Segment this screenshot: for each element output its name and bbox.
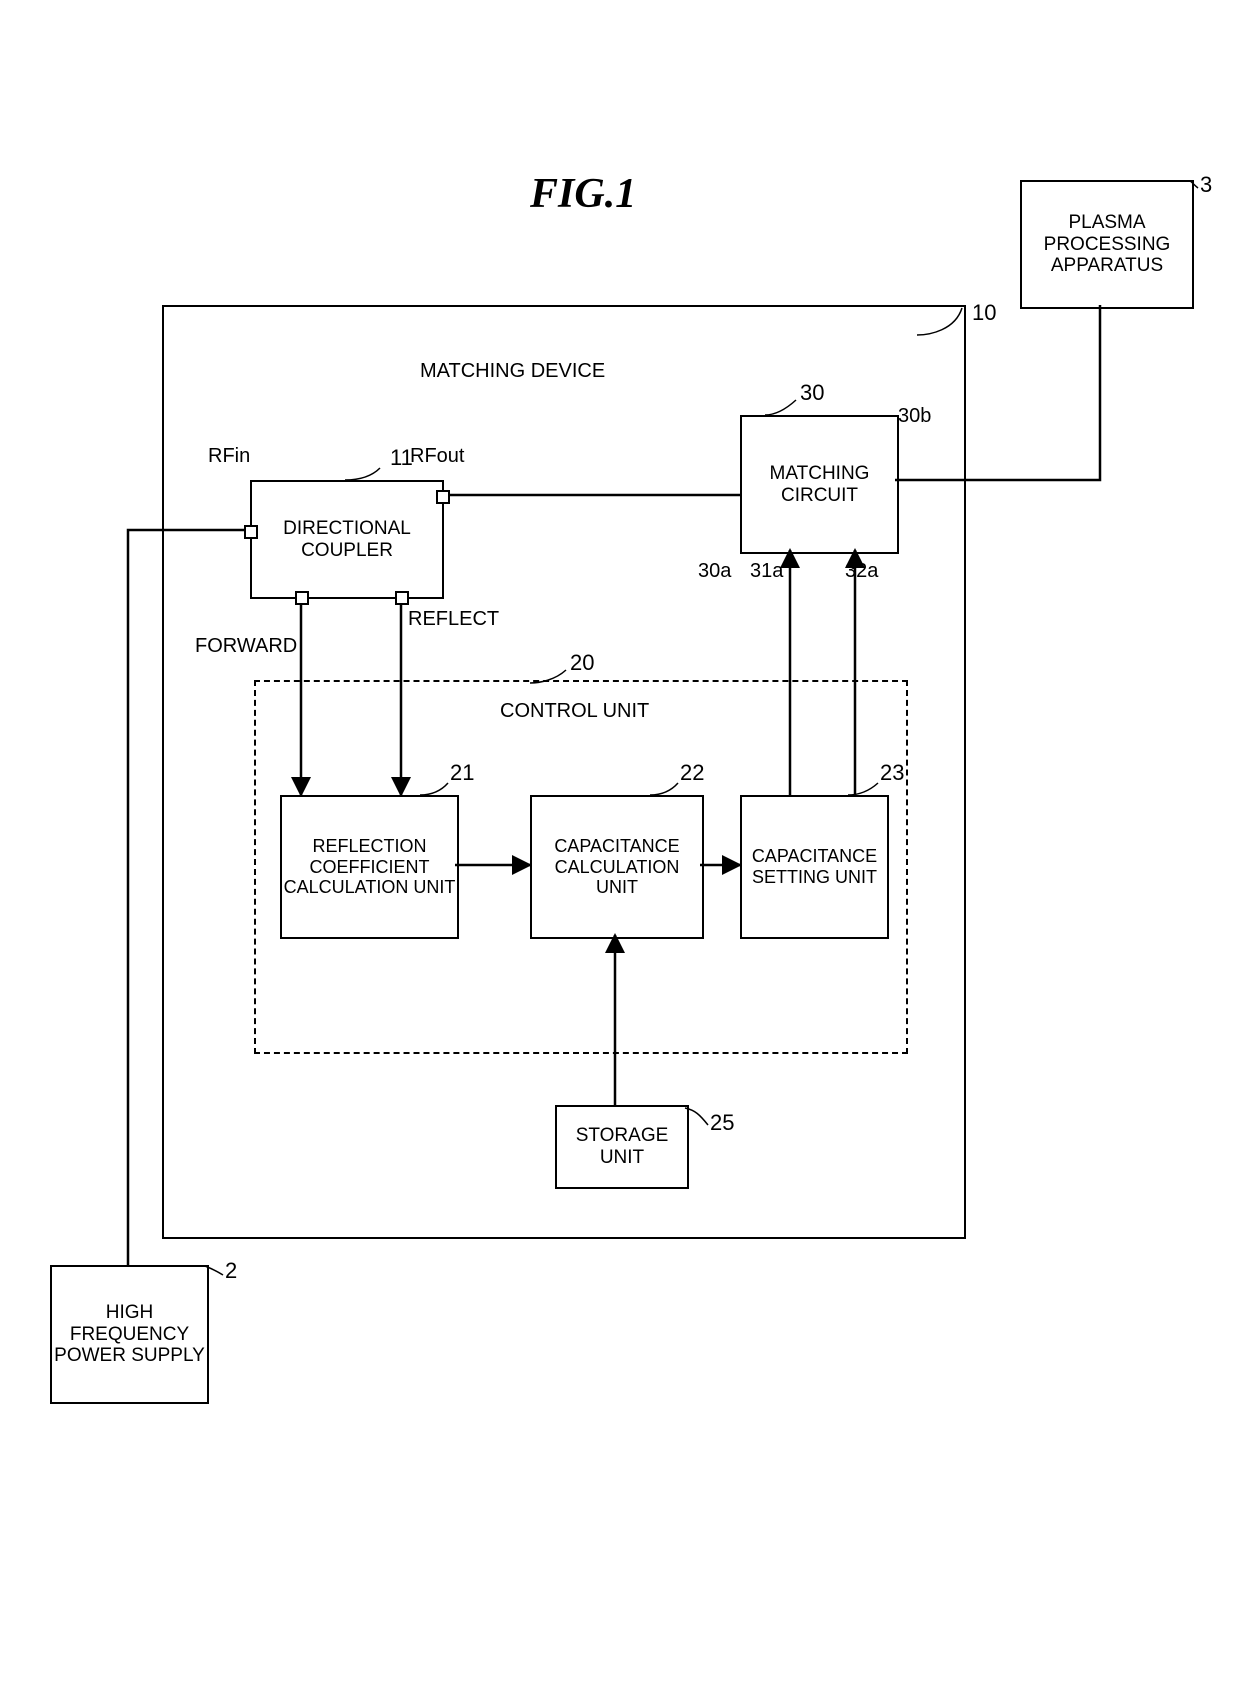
- page: FIG.1 MATCHING DEVICE CONTROL UNIT HIGH …: [0, 0, 1240, 1704]
- plasma-text: PLASMA PROCESSING APPARATUS: [1022, 212, 1192, 278]
- ref-2: 2: [225, 1258, 237, 1284]
- matching-device-label: MATCHING DEVICE: [420, 360, 605, 383]
- storage-text: STORAGE UNIT: [557, 1125, 687, 1169]
- ref-30b: 30b: [898, 405, 931, 428]
- ref-31a: 31a: [750, 560, 783, 583]
- control-unit-label: CONTROL UNIT: [500, 700, 649, 723]
- cap-calc-text: CAPACITANCE CALCULATION UNIT: [532, 836, 702, 898]
- matching-circuit-box: MATCHING CIRCUIT: [740, 415, 899, 554]
- ref-22: 22: [680, 760, 704, 786]
- cap-set-box: CAPACITANCE SETTING UNIT: [740, 795, 889, 939]
- rfout-label: RFout: [410, 445, 464, 468]
- reflect-label: REFLECT: [408, 608, 499, 631]
- plasma-box: PLASMA PROCESSING APPARATUS: [1020, 180, 1194, 309]
- power-supply-box: HIGH FREQUENCY POWER SUPPLY: [50, 1265, 209, 1404]
- rfin-label: RFin: [208, 445, 250, 468]
- storage-box: STORAGE UNIT: [555, 1105, 689, 1189]
- port-rfout: [436, 490, 450, 504]
- ref-30a: 30a: [698, 560, 731, 583]
- coupler-text: DIRECTIONAL COUPLER: [252, 518, 442, 562]
- ref-20: 20: [570, 650, 594, 676]
- coupler-box: DIRECTIONAL COUPLER: [250, 480, 444, 599]
- cap-calc-box: CAPACITANCE CALCULATION UNIT: [530, 795, 704, 939]
- power-supply-text: HIGH FREQUENCY POWER SUPPLY: [52, 1302, 207, 1368]
- ref-11: 11: [390, 445, 413, 471]
- matching-circuit-text: MATCHING CIRCUIT: [742, 463, 897, 507]
- ref-3: 3: [1200, 172, 1212, 198]
- ref-25: 25: [710, 1110, 734, 1136]
- figure-title: FIG.1: [530, 170, 636, 218]
- ref-21: 21: [450, 760, 474, 786]
- forward-label: FORWARD: [195, 635, 297, 658]
- ref-10: 10: [972, 300, 996, 326]
- port-reflect: [395, 591, 409, 605]
- ref-32a: 32a: [845, 560, 878, 583]
- reflection-unit-box: REFLECTION COEFFICIENT CALCULATION UNIT: [280, 795, 459, 939]
- cap-set-text: CAPACITANCE SETTING UNIT: [742, 846, 887, 887]
- port-rfin: [244, 525, 258, 539]
- ref-30: 30: [800, 380, 824, 406]
- ref-23: 23: [880, 760, 904, 786]
- port-forward: [295, 591, 309, 605]
- reflection-unit-text: REFLECTION COEFFICIENT CALCULATION UNIT: [282, 836, 457, 898]
